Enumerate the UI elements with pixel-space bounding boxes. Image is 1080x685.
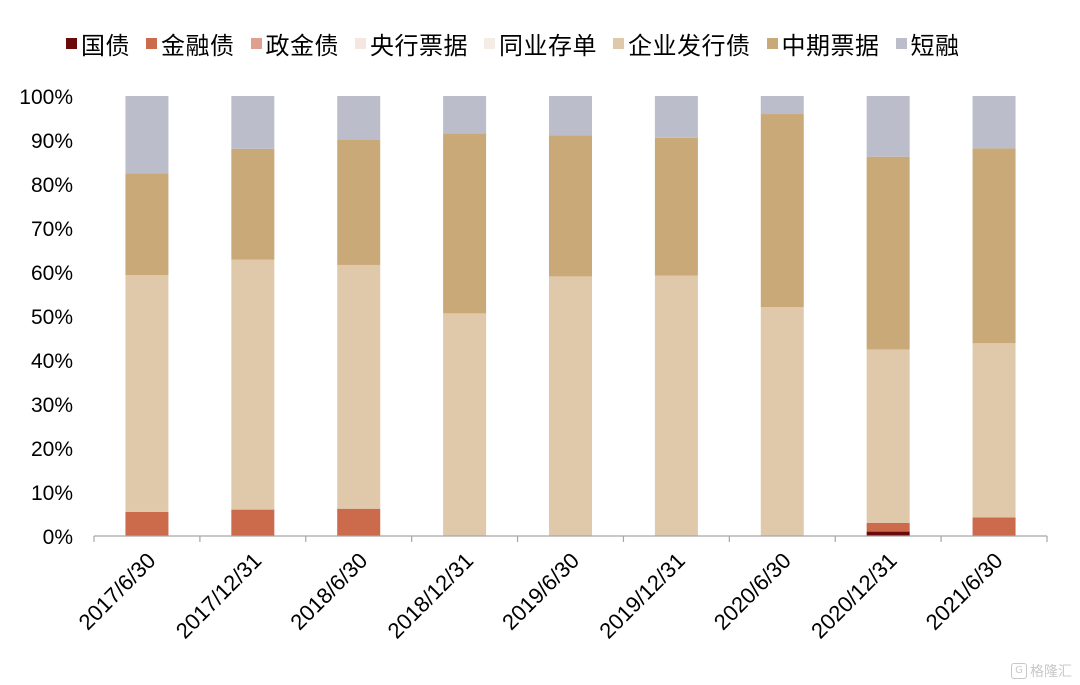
- bar-segment: [866, 156, 910, 350]
- bar-segment: [549, 135, 592, 277]
- bar-segment: [231, 96, 275, 149]
- bar-segment: [125, 275, 169, 512]
- legend-swatch: [146, 37, 157, 49]
- legend-label: 企业发行债: [628, 31, 751, 60]
- y-tick-label: 10%: [31, 482, 73, 505]
- watermark-logo-icon: G: [1011, 663, 1027, 679]
- legend-label: 国债: [81, 31, 130, 60]
- y-tick-label: 30%: [31, 394, 73, 417]
- bar-segment: [972, 517, 1016, 536]
- y-tick-label: 100%: [19, 86, 73, 109]
- watermark-text: 格隆汇: [1030, 664, 1072, 680]
- legend-label: 中期票据: [781, 31, 880, 60]
- bar-segment: [760, 307, 804, 536]
- legend-swatch: [66, 37, 77, 49]
- legend-swatch: [613, 37, 624, 49]
- y-tick-label: 0%: [43, 526, 73, 549]
- bar-segment: [866, 96, 910, 157]
- y-tick-label: 80%: [31, 174, 73, 197]
- legend-swatch: [484, 37, 495, 49]
- bar-segment: [866, 531, 910, 536]
- x-tick-label: 2019/12/31: [594, 548, 690, 644]
- legend-item: 同业存单: [484, 26, 597, 61]
- bar-segment: [125, 173, 169, 276]
- bar-segment: [231, 259, 275, 510]
- legend-item: 企业发行债: [613, 26, 751, 61]
- bar-segment: [443, 133, 487, 314]
- x-tick-label: 2017/6/30: [74, 548, 161, 635]
- bar-segment: [337, 96, 381, 140]
- watermark: G 格隆汇: [1011, 661, 1072, 681]
- x-tick-label: 2021/6/30: [921, 548, 1008, 635]
- legend-item: 政金债: [250, 26, 340, 61]
- legend-item: 金融债: [146, 26, 235, 61]
- bar-segment: [125, 96, 169, 174]
- bar-segment: [760, 114, 804, 308]
- bar-segment: [654, 96, 698, 138]
- bar-segment: [231, 148, 275, 260]
- legend-item: 央行票据: [355, 26, 468, 61]
- x-tick-label: 2017/12/31: [171, 548, 267, 644]
- bar-segment: [337, 508, 381, 536]
- bar-segment: [654, 137, 698, 276]
- x-tick-label: 2018/12/31: [383, 548, 479, 644]
- bar-segment: [972, 96, 1016, 149]
- bar-segment: [972, 148, 1016, 344]
- x-tick-label: 2018/6/30: [285, 548, 372, 635]
- legend-item: 中期票据: [766, 26, 880, 61]
- legend-label: 金融债: [161, 31, 235, 60]
- legend-label: 同业存单: [499, 31, 597, 60]
- legend-swatch: [766, 37, 778, 49]
- bar-segment: [760, 96, 804, 115]
- legend-item: 短融: [895, 26, 960, 61]
- legend-label: 短融: [910, 31, 960, 60]
- legend-label: 政金债: [265, 31, 339, 60]
- bar-segment: [549, 276, 592, 536]
- y-tick-label: 20%: [31, 438, 73, 461]
- bar-segment: [549, 96, 592, 136]
- y-tick-label: 70%: [31, 218, 73, 241]
- bar-segment: [654, 275, 698, 536]
- bar-segment: [125, 511, 169, 536]
- bar-segment: [972, 343, 1016, 518]
- y-tick-label: 50%: [31, 306, 73, 329]
- y-tick-label: 40%: [31, 350, 73, 373]
- y-tick-label: 90%: [31, 130, 73, 153]
- legend-swatch: [355, 37, 366, 49]
- bar-segment: [443, 313, 487, 536]
- legend-item: 国债: [66, 26, 130, 61]
- y-tick-label: 60%: [31, 262, 73, 285]
- bar-segment: [866, 522, 910, 532]
- legend-swatch: [895, 37, 907, 49]
- legend-swatch: [250, 37, 262, 49]
- bar-segment: [231, 509, 275, 536]
- bar-segment: [337, 140, 381, 265]
- bar-segment: [337, 264, 381, 509]
- x-tick-label: 2020/6/30: [709, 548, 796, 635]
- x-tick-label: 2019/6/30: [497, 548, 584, 635]
- bar-segment: [443, 96, 487, 134]
- bar-segment: [866, 349, 910, 523]
- x-tick-label: 2020/12/31: [806, 548, 902, 644]
- legend: 国债 金融债 政金债 央行票据 同业存单 企业发行债 中期票据 短融: [66, 26, 1066, 60]
- legend-label: 央行票据: [370, 31, 468, 60]
